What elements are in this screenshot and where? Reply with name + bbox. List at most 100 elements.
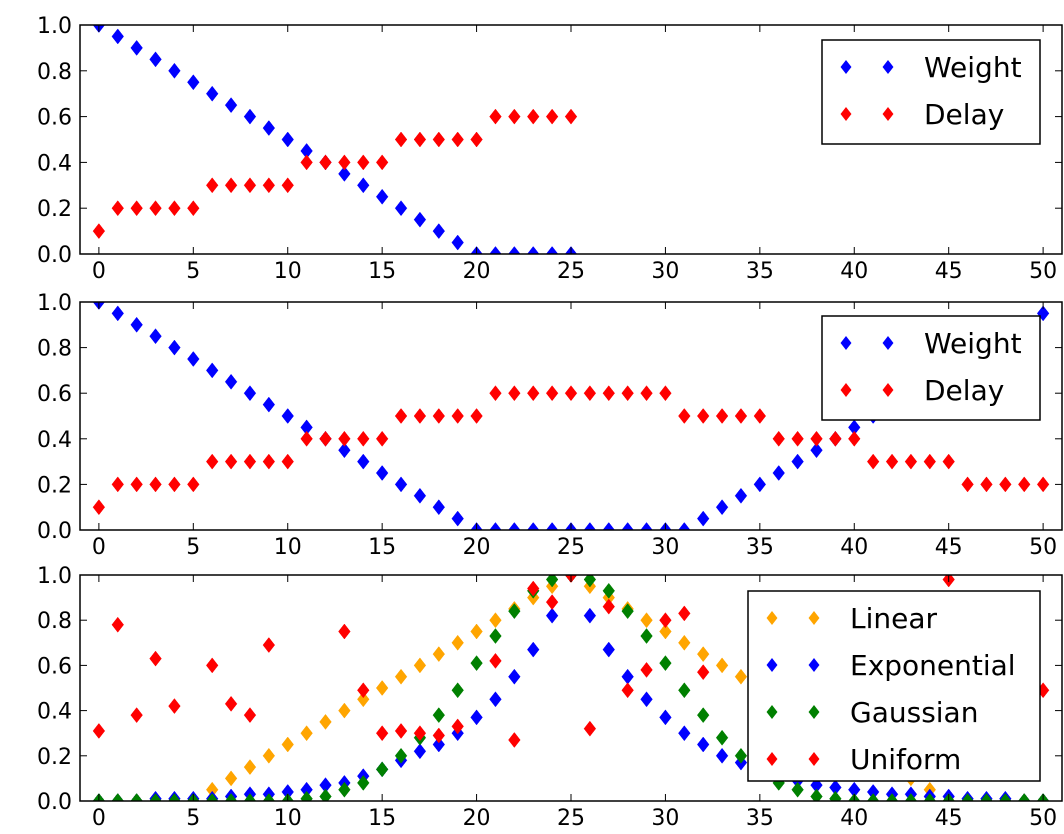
point-exponential <box>697 736 710 753</box>
legend-label: Delay <box>924 98 1004 131</box>
point-delay <box>224 177 238 194</box>
y-tick-label: 0.2 <box>37 197 72 222</box>
y-tick-label: 0.0 <box>37 243 72 268</box>
point-linear <box>640 612 653 629</box>
point-weight <box>281 408 294 424</box>
point-delay <box>885 453 899 470</box>
point-uniform <box>451 718 464 735</box>
point-weight <box>432 499 445 516</box>
point-gaussian <box>243 793 257 801</box>
point-delay <box>187 200 200 217</box>
point-weight <box>168 339 181 356</box>
point-weight <box>602 522 615 530</box>
point-weight <box>224 373 238 390</box>
point-delay <box>92 223 106 240</box>
point-linear <box>470 623 483 640</box>
point-linear <box>394 668 408 685</box>
legend-label: Weight <box>924 51 1022 84</box>
point-delay <box>319 430 332 447</box>
point-delay <box>489 385 502 402</box>
point-gaussian <box>961 793 974 801</box>
point-gaussian <box>1018 793 1031 801</box>
legend-marker <box>766 752 778 766</box>
point-delay <box>1036 476 1050 493</box>
point-delay <box>111 476 124 493</box>
point-weight <box>111 305 124 322</box>
legend-label: Uniform <box>850 743 961 776</box>
point-delay <box>357 430 370 447</box>
point-gaussian <box>678 682 691 699</box>
point-weight <box>130 316 143 333</box>
x-tick-label: 35 <box>746 806 774 831</box>
data-points <box>92 25 578 254</box>
point-linear <box>678 634 691 651</box>
point-exponential <box>432 736 445 753</box>
point-uniform <box>206 657 219 674</box>
point-weight <box>413 487 427 504</box>
point-delay <box>149 200 162 217</box>
point-weight <box>111 28 124 45</box>
y-tick-label: 0.8 <box>37 60 72 85</box>
point-weight <box>678 522 691 530</box>
x-tick-label: 40 <box>840 806 868 831</box>
point-linear <box>451 634 464 651</box>
point-weight <box>753 476 767 493</box>
point-delay <box>489 108 502 125</box>
point-delay <box>470 131 483 148</box>
point-uniform <box>394 723 408 739</box>
point-uniform <box>697 664 710 681</box>
point-delay <box>357 154 370 171</box>
point-delay <box>432 131 445 148</box>
legend-box <box>747 590 1041 782</box>
x-tick-label: 35 <box>746 535 774 560</box>
point-weight <box>149 51 162 68</box>
point-uniform <box>413 725 427 742</box>
point-delay <box>394 408 408 424</box>
legend-entry-exponential: Exponential <box>766 649 1016 682</box>
x-tick-label: 30 <box>651 535 679 560</box>
point-delay <box>640 385 653 402</box>
point-delay <box>149 476 162 493</box>
point-delay <box>923 453 936 470</box>
point-uniform <box>659 612 672 629</box>
point-weight <box>545 246 559 254</box>
point-delay <box>678 408 691 424</box>
y-tick-label: 0.6 <box>37 106 72 131</box>
x-tick-label: 15 <box>368 806 396 831</box>
legend-label: Gaussian <box>850 696 978 729</box>
x-tick-label: 20 <box>463 259 491 284</box>
legend-marker <box>882 336 894 350</box>
point-weight <box>508 522 521 530</box>
point-delay <box>92 499 106 516</box>
point-delay <box>300 430 313 447</box>
point-delay <box>715 408 729 424</box>
panel-1: 0 5 10 15 20 25 30 35 40 45 50 0.0 0.2 0.4 0.6 0.8 1.0 We… <box>37 14 1063 284</box>
point-weight <box>432 223 445 240</box>
point-exponential <box>659 709 672 726</box>
point-exponential <box>583 607 597 624</box>
x-tick-label: 20 <box>463 806 491 831</box>
point-gaussian <box>904 793 918 801</box>
point-linear <box>375 680 389 696</box>
point-exponential <box>527 641 540 658</box>
point-weight <box>206 362 219 379</box>
point-delay <box>413 408 427 424</box>
point-delay <box>961 476 974 493</box>
point-delay <box>621 385 634 402</box>
point-weight <box>772 465 785 481</box>
y-tick-label: 0.4 <box>37 151 72 176</box>
point-delay <box>338 154 351 171</box>
point-linear <box>413 657 427 674</box>
point-gaussian <box>508 603 521 620</box>
point-delay <box>564 385 578 402</box>
point-delay <box>942 453 955 470</box>
point-gaussian <box>923 793 936 801</box>
point-delay <box>243 177 257 194</box>
point-gaussian <box>319 788 332 801</box>
x-tick-label: 50 <box>1029 535 1057 560</box>
point-linear <box>338 702 351 719</box>
y-tick-label: 0.2 <box>37 745 72 770</box>
point-delay <box>413 131 427 148</box>
point-weight <box>357 453 370 470</box>
legend-marker <box>882 107 894 121</box>
